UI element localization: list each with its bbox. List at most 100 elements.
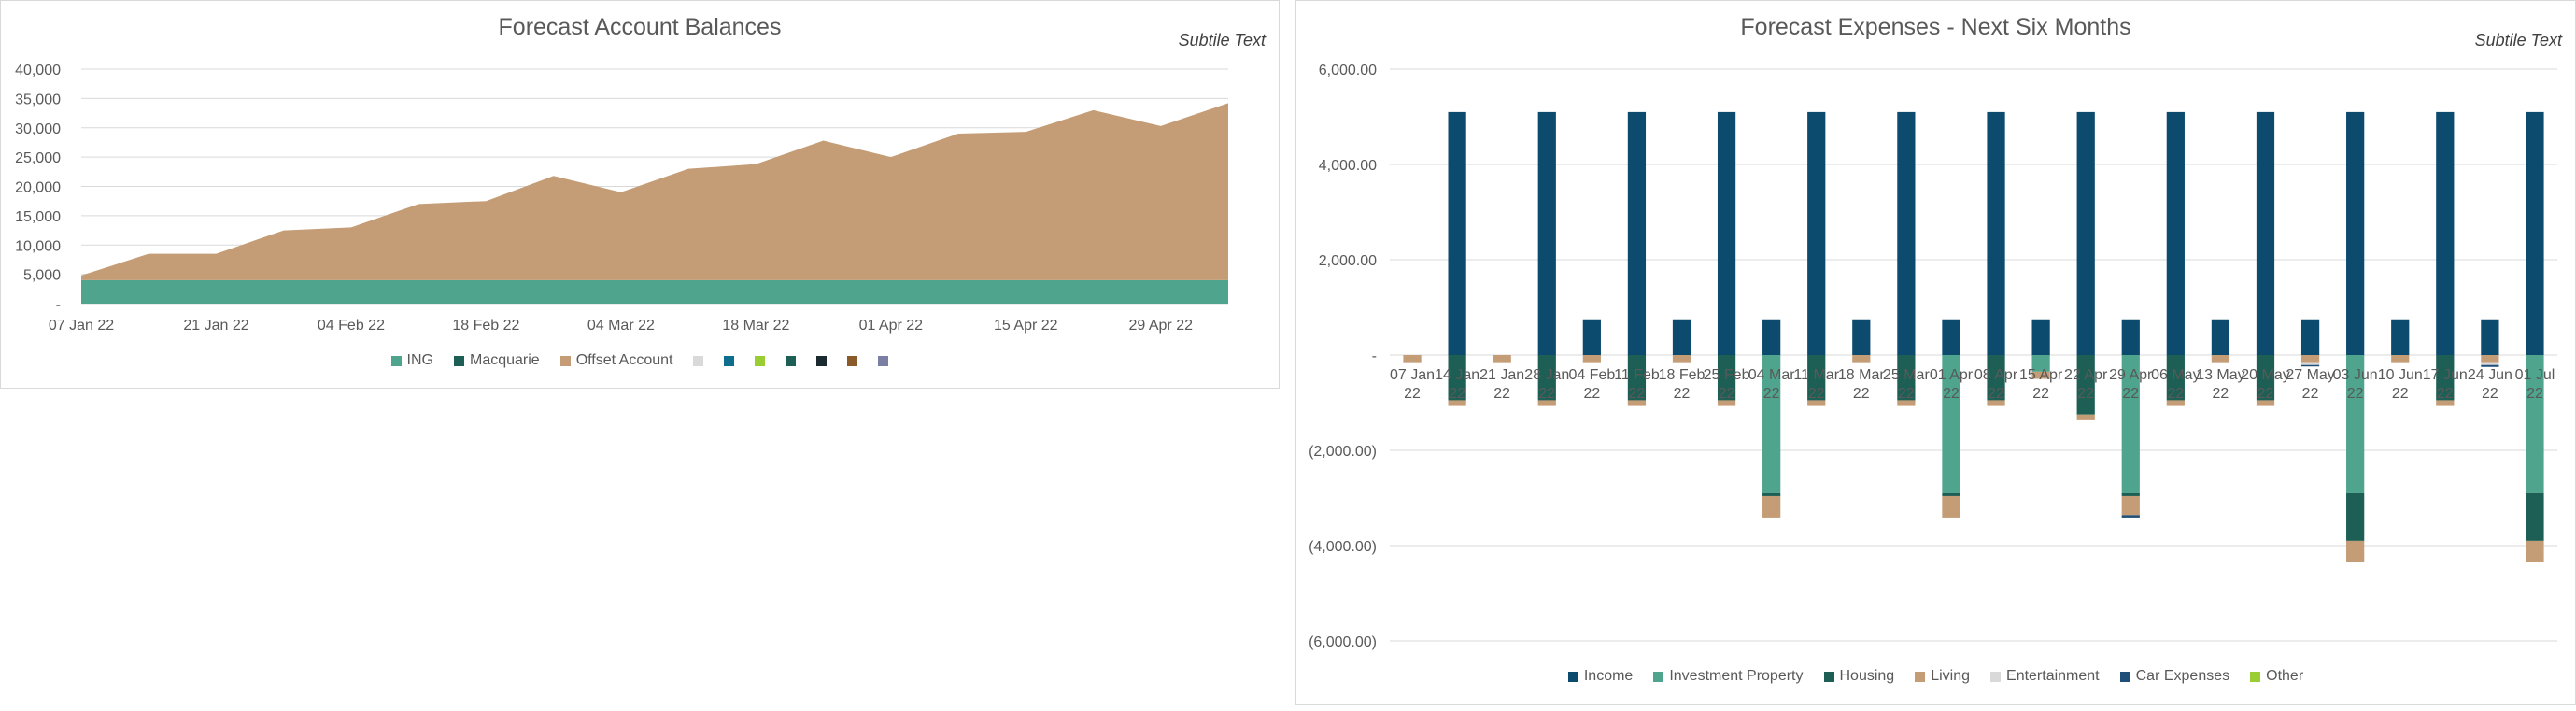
x-tick-label-line: 04 Feb bbox=[1568, 367, 1615, 383]
legend-label: Entertainment bbox=[2006, 668, 2100, 684]
bar-segment bbox=[2121, 319, 2140, 355]
bar-segment bbox=[1762, 319, 1781, 355]
bar-segment bbox=[1448, 400, 1466, 406]
bar-segment bbox=[2211, 355, 2230, 363]
x-tick-label-line: 22 bbox=[1719, 386, 1735, 402]
bar-segment bbox=[2166, 400, 2185, 406]
bar-segment bbox=[1762, 355, 1781, 493]
x-tick-label-line: 06 May bbox=[2151, 367, 2200, 383]
x-tick-label: 07 Jan 22 bbox=[49, 318, 114, 334]
bar-segment bbox=[2031, 355, 2050, 372]
bar-segment bbox=[1403, 355, 1422, 363]
legend-swatch bbox=[1653, 671, 1664, 682]
bar-segment bbox=[2300, 319, 2320, 355]
y-tick-label: 6,000.00 bbox=[1319, 63, 1377, 78]
x-tick-label: 21 Jan 22 bbox=[183, 318, 248, 334]
x-tick-label: 15 Apr 22 bbox=[2019, 367, 2063, 402]
y-tick-label: 5,000 bbox=[23, 268, 61, 284]
bar-segment bbox=[1448, 111, 1466, 356]
area-series bbox=[81, 279, 1228, 304]
bar-segment bbox=[2031, 371, 2050, 379]
bar-segment bbox=[1897, 355, 1916, 401]
x-tick-label-line: 22 bbox=[1538, 386, 1555, 402]
bar-segment bbox=[1807, 111, 1826, 356]
y-tick-label: (4,000.00) bbox=[1309, 539, 1377, 555]
bar-segment bbox=[2481, 355, 2499, 363]
x-tick-label-line: 22 bbox=[2077, 386, 2094, 402]
x-tick-label-line: 22 bbox=[2167, 386, 2184, 402]
x-tick-label-line: 22 bbox=[1404, 386, 1421, 402]
x-tick-label-line: 22 bbox=[2526, 386, 2543, 402]
bar-segment bbox=[1672, 319, 1691, 355]
bar-segment bbox=[2166, 355, 2185, 401]
x-tick-label-line: 07 Jan bbox=[1390, 367, 1435, 383]
x-tick-label-line: 22 bbox=[2437, 386, 2454, 402]
bar-segment bbox=[2121, 515, 2140, 518]
y-tick-label: 35,000 bbox=[15, 92, 61, 107]
bar-segment bbox=[2076, 111, 2095, 356]
x-tick-label: 18 Feb 22 bbox=[1659, 367, 1706, 402]
x-tick-label-line: 10 Jun bbox=[2378, 367, 2423, 383]
bar-segment bbox=[1627, 400, 1647, 406]
x-tick-label-line: 17 Jun bbox=[2423, 367, 2468, 383]
legend-swatch bbox=[878, 355, 889, 366]
chart-legend: Income Investment Property Housing Living En… bbox=[1296, 668, 2575, 685]
x-tick-label-line: 24 Jun bbox=[2468, 367, 2512, 383]
bar-segment bbox=[2031, 319, 2050, 355]
bar-segment bbox=[2346, 355, 2365, 493]
x-tick-label-line: 11 Feb bbox=[1614, 367, 1660, 383]
bar-segment bbox=[2300, 364, 2320, 367]
x-tick-label: 20 May 22 bbox=[2241, 367, 2289, 402]
legend-item bbox=[878, 352, 889, 369]
x-tick-label: 13 May 22 bbox=[2196, 367, 2244, 402]
x-tick-label: 06 May 22 bbox=[2151, 367, 2200, 402]
legend-swatch bbox=[453, 355, 464, 366]
area-series bbox=[81, 103, 1228, 280]
x-tick-label: 17 Jun 22 bbox=[2423, 367, 2468, 402]
x-tick-label: 03 Jun 22 bbox=[2333, 367, 2378, 402]
x-tick-label: 18 Mar 22 bbox=[1838, 367, 1885, 402]
x-tick-label-line: 27 May bbox=[2286, 367, 2334, 383]
x-tick-label-line: 22 bbox=[2482, 386, 2498, 402]
legend-swatch bbox=[2119, 671, 2130, 682]
y-tick-label: 15,000 bbox=[15, 209, 61, 225]
x-tick-label: 11 Mar 22 bbox=[1793, 367, 1839, 402]
bar-segment bbox=[1942, 319, 1960, 355]
legend-item bbox=[724, 352, 735, 369]
x-tick-label-line: 22 bbox=[1853, 386, 1870, 402]
bar-segment bbox=[2121, 355, 2140, 493]
x-tick-label-line: 08 Apr bbox=[1974, 367, 2018, 383]
x-tick-label-line: 22 bbox=[1493, 386, 1510, 402]
y-tick-label: 2,000.00 bbox=[1319, 253, 1377, 269]
bar-segment bbox=[2481, 362, 2499, 365]
x-tick-label-line: 22 bbox=[1763, 386, 1780, 402]
x-tick-label-line: 22 bbox=[1808, 386, 1825, 402]
legend-item: Other bbox=[2250, 668, 2303, 685]
bar-segment bbox=[2300, 362, 2320, 365]
x-tick-label: 04 Mar 22 bbox=[587, 318, 655, 334]
chart-legend: ING Macquarie Offset Account bbox=[1, 352, 1279, 369]
legend-item: Housing bbox=[1823, 668, 1894, 685]
x-tick-label-line: 22 bbox=[1674, 386, 1691, 402]
chart-subtitle: Subtile Text bbox=[2474, 31, 2562, 50]
x-tick-label: 10 Jun 22 bbox=[2378, 367, 2423, 402]
bar-segment bbox=[2346, 540, 2365, 562]
x-tick-label: 01 Apr 22 bbox=[1930, 367, 1974, 402]
bar-segment bbox=[1582, 355, 1601, 363]
bar-segment bbox=[2391, 319, 2410, 355]
bar-segment bbox=[1897, 111, 1916, 356]
y-tick-label: (2,000.00) bbox=[1309, 444, 1377, 460]
legend-item: Living bbox=[1915, 668, 1970, 685]
legend-item: Investment Property bbox=[1653, 668, 1804, 685]
y-tick-label: 10,000 bbox=[15, 238, 61, 254]
legend-swatch bbox=[693, 355, 704, 366]
x-tick-label: 25 Feb 22 bbox=[1704, 367, 1750, 402]
x-tick-label-line: 25 Mar bbox=[1883, 367, 1930, 383]
x-tick-label-line: 22 bbox=[1449, 386, 1465, 402]
x-tick-label: 04 Mar 22 bbox=[1748, 367, 1795, 402]
bar-segment bbox=[1942, 495, 1960, 518]
x-tick-label: 28 Jan 22 bbox=[1524, 367, 1569, 402]
bar-segment bbox=[2121, 492, 2140, 496]
legend-swatch bbox=[1567, 671, 1578, 682]
x-tick-label-line: 22 bbox=[2213, 386, 2229, 402]
